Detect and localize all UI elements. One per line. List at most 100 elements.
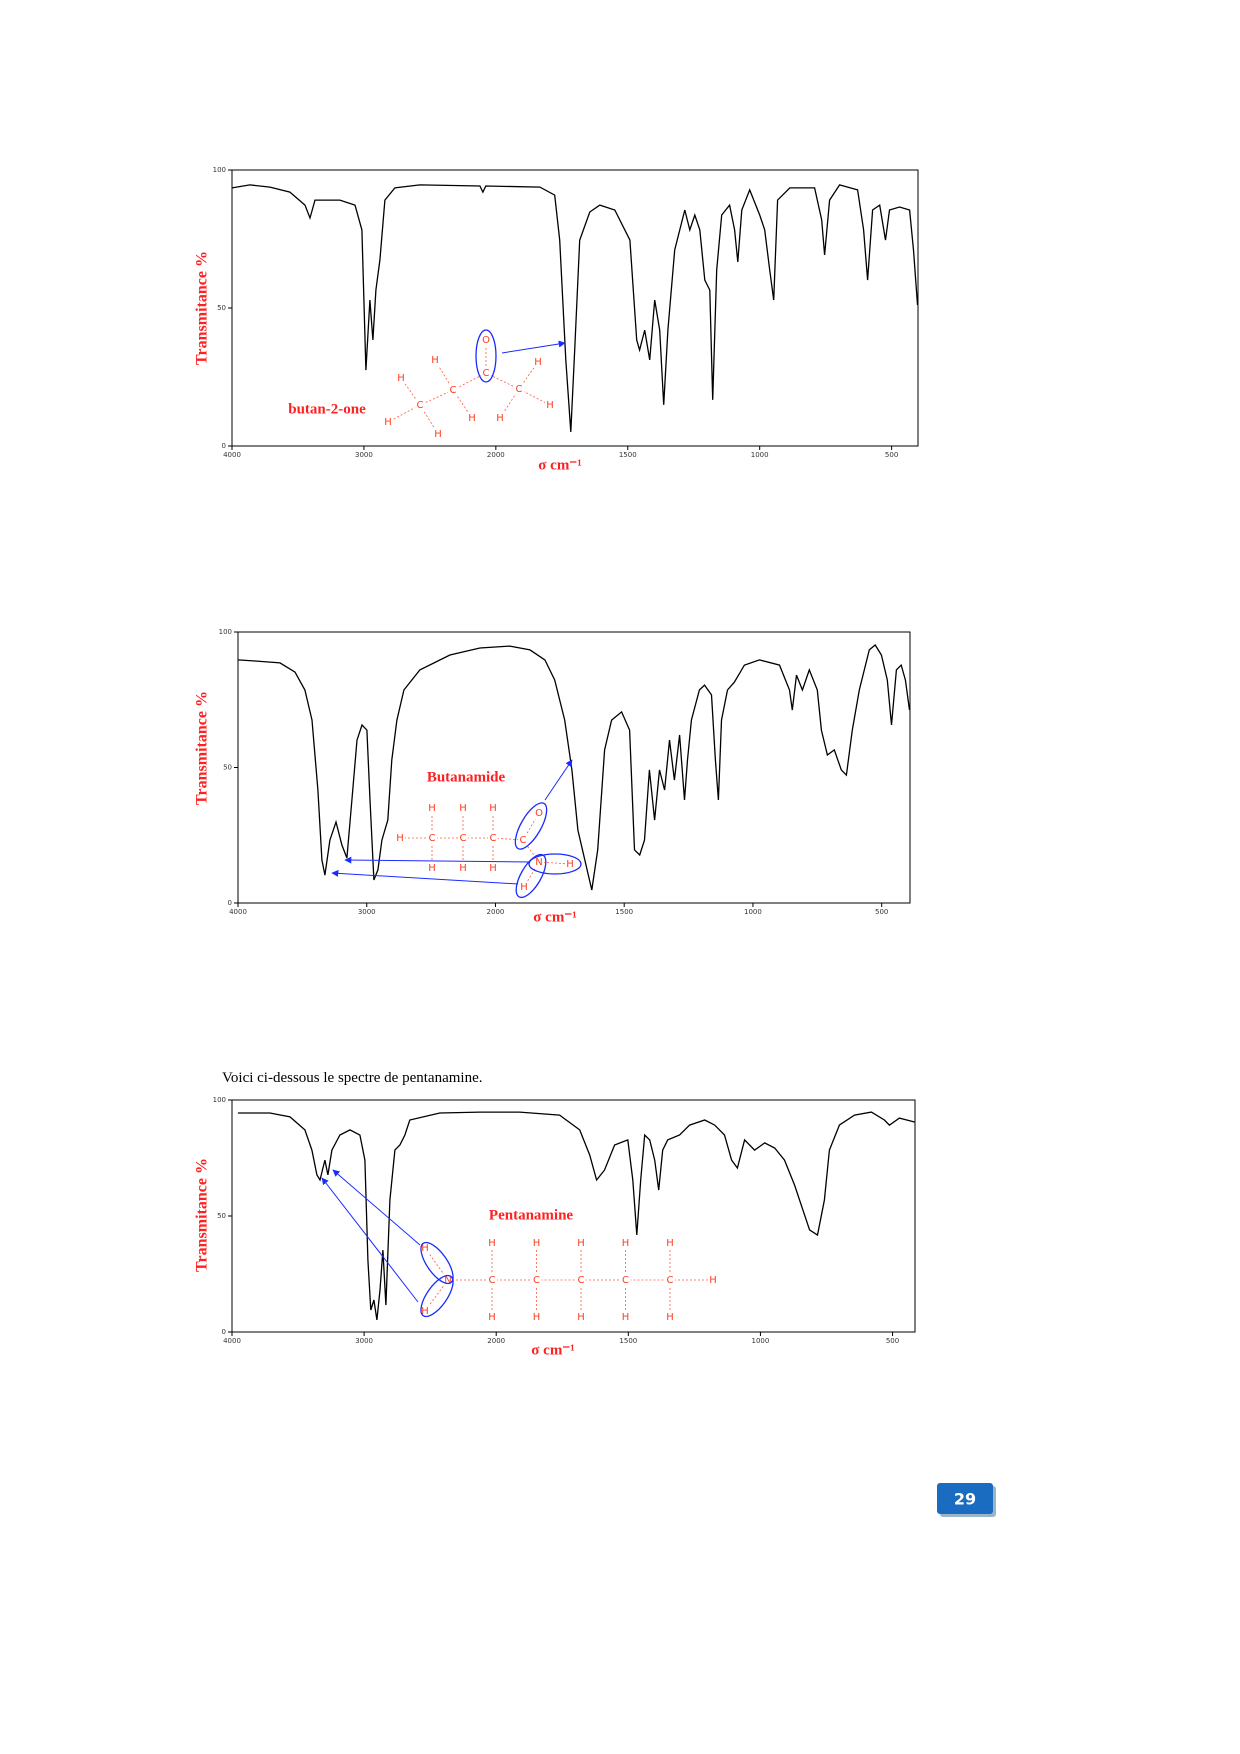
highlight-ellipse: [475, 329, 497, 383]
y-axis-label: Transmitance %: [194, 251, 211, 365]
atom-label: C: [417, 400, 424, 411]
atom-label: H: [489, 863, 497, 874]
atom-bg: [420, 1242, 430, 1254]
atom-label: H: [546, 400, 554, 411]
atom-bg: [458, 832, 468, 844]
highlight-ellipse: [515, 853, 547, 899]
atom-bg: [576, 1237, 586, 1249]
x-tick-label: 3000: [355, 451, 373, 459]
atom-bg: [708, 1274, 718, 1286]
atom-label: C: [622, 1275, 629, 1286]
arrow: [332, 1169, 421, 1246]
arrow: [321, 1177, 419, 1303]
atom-label: H: [622, 1312, 630, 1323]
atom-bg: [576, 1311, 586, 1323]
atom-label: H: [666, 1238, 674, 1249]
atom-bg: [396, 372, 406, 384]
highlight-ellipse: [420, 1241, 454, 1285]
atom-label: H: [496, 413, 504, 424]
arrow: [331, 869, 519, 885]
atom-label: H: [577, 1238, 585, 1249]
atom-label: H: [534, 357, 542, 368]
atom-bg: [665, 1274, 675, 1286]
atom-bg: [531, 1274, 542, 1286]
atom-bg: [495, 412, 505, 424]
atom-bg: [427, 862, 437, 874]
atom-bg: [531, 1237, 542, 1249]
x-tick-label: 3000: [355, 1337, 373, 1345]
atom-label: H: [709, 1275, 717, 1286]
atom-bg: [467, 412, 477, 424]
atom-bg: [665, 1237, 675, 1249]
atom-label: C: [429, 833, 436, 844]
atom-bg: [430, 354, 440, 366]
atom-bg: [481, 334, 491, 346]
atom-bg: [576, 1274, 586, 1286]
x-axis-label: σ cm⁻¹: [538, 457, 581, 473]
atom-bg: [620, 1311, 631, 1323]
x-tick-label: 2000: [487, 451, 505, 459]
atom-label: H: [566, 859, 574, 870]
y-axis-label: Transmitance %: [194, 1158, 211, 1272]
atom-label: H: [666, 1312, 674, 1323]
molecule-name: Pentanamine: [489, 1207, 574, 1223]
atom-bg: [620, 1274, 631, 1286]
y-axis-label: Transmitance %: [194, 691, 211, 805]
atom-label: C: [667, 1275, 674, 1286]
atom-label: H: [622, 1238, 630, 1249]
atom-label: H: [459, 803, 467, 814]
x-tick-label: 500: [875, 908, 888, 916]
atom-label: H: [396, 833, 404, 844]
atom-bg: [395, 832, 405, 844]
atom-label: H: [533, 1238, 541, 1249]
x-tick-label: 4000: [229, 908, 247, 916]
x-tick-label: 1500: [615, 908, 633, 916]
atom-label: O: [482, 335, 490, 346]
atom-label: H: [421, 1306, 429, 1317]
atom-label: H: [459, 863, 467, 874]
atom-label: H: [489, 803, 497, 814]
atom-bg: [518, 834, 528, 846]
atom-label: C: [450, 385, 457, 396]
page-number-box: [937, 1483, 993, 1514]
page-number: 29: [954, 1490, 976, 1509]
y-tick-label: 0: [222, 442, 226, 450]
x-tick-label: 2000: [487, 1337, 505, 1345]
highlight-ellipse: [514, 802, 548, 850]
atom-bg: [533, 356, 543, 368]
atom-bg: [487, 1274, 497, 1286]
arrow: [344, 856, 531, 864]
atom-bg: [458, 862, 468, 874]
y-tick-label: 0: [228, 899, 232, 907]
plot-frame: [231, 1099, 916, 1333]
atom-label: N: [444, 1275, 451, 1286]
atom-bg: [488, 862, 498, 874]
bond: [518, 388, 551, 406]
atom-label: H: [468, 413, 476, 424]
x-tick-label: 1500: [619, 451, 637, 459]
atom-bg: [531, 1311, 542, 1323]
atom-label: H: [384, 417, 392, 428]
atom-bg: [427, 802, 437, 814]
atom-label: H: [428, 863, 436, 874]
x-tick-label: 1000: [751, 451, 769, 459]
x-tick-label: 3000: [358, 908, 376, 916]
y-tick-label: 100: [213, 166, 226, 174]
bond: [538, 861, 571, 865]
atom-label: C: [460, 833, 467, 844]
atom-bg: [433, 428, 443, 440]
x-tick-label: 2000: [487, 908, 505, 916]
x-tick-label: 500: [885, 451, 898, 459]
atom-label: C: [533, 1275, 540, 1286]
molecule-name: butan-2-one: [288, 401, 366, 417]
atom-label: C: [490, 833, 497, 844]
atom-bg: [488, 832, 498, 844]
x-tick-label: 4000: [223, 451, 241, 459]
atom-label: H: [488, 1238, 496, 1249]
x-tick-label: 4000: [223, 1337, 241, 1345]
atom-bg: [383, 416, 393, 428]
atom-label: H: [533, 1312, 541, 1323]
atom-label: H: [488, 1312, 496, 1323]
atom-bg: [443, 1274, 453, 1286]
spectrum-line: [231, 184, 919, 432]
